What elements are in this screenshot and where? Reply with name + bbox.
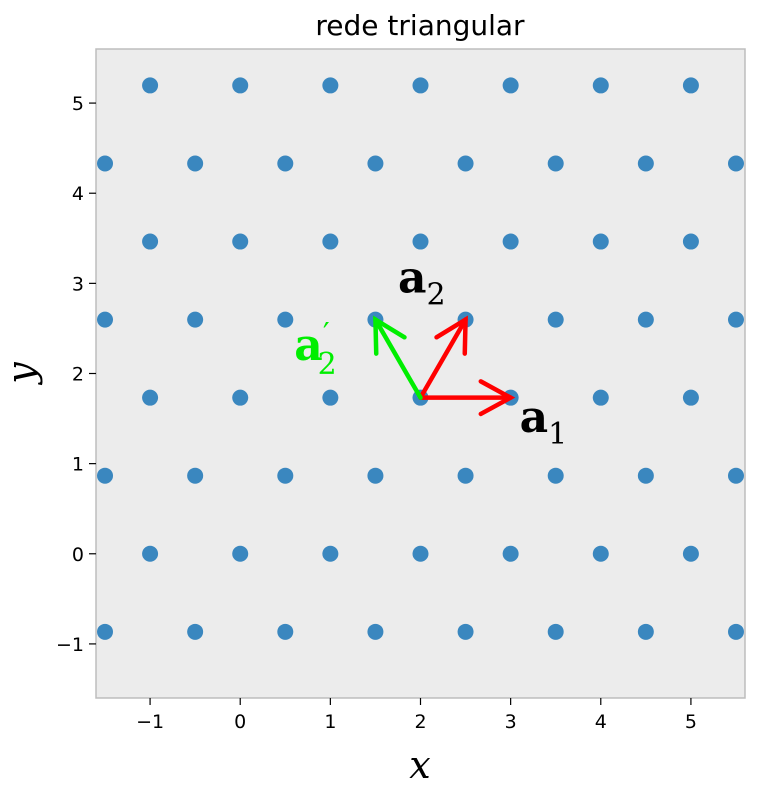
lattice-point-10 [322, 545, 339, 562]
vector-a2-head [434, 315, 468, 356]
lattice-point-45 [97, 155, 114, 172]
vector-label-a2: a2 [398, 252, 446, 312]
lattice-point-12 [502, 545, 519, 562]
x-axis-label: x [409, 743, 430, 787]
lattice-point-18 [367, 467, 384, 484]
lattice-point-41 [412, 233, 429, 250]
lattice-point-31 [187, 311, 204, 328]
y-tick-label: 3 [72, 273, 84, 295]
lattice-point-54 [232, 77, 249, 94]
lattice-point-36 [637, 311, 654, 328]
x-axis-ticks: −1 0 1 2 3 4 5 [136, 698, 697, 733]
lattice-point-2 [277, 623, 294, 640]
x-tick-label: 5 [685, 711, 697, 733]
y-tick-label: 2 [72, 364, 84, 386]
lattice-point-4 [457, 623, 474, 640]
lattice-point-22 [727, 467, 744, 484]
lattice-point-57 [502, 77, 519, 94]
x-tick-label: −1 [136, 711, 164, 733]
plot-area [95, 48, 746, 699]
lattice-point-23 [142, 389, 159, 406]
lattice-point-5 [547, 623, 564, 640]
lattice-point-35 [547, 311, 564, 328]
lattice-point-14 [682, 545, 699, 562]
lattice-point-44 [682, 233, 699, 250]
y-tick-label: 5 [72, 93, 84, 115]
vector-label-a2p: a′ 2 [294, 317, 336, 382]
y-tick-label: 4 [72, 183, 84, 205]
x-tick-label: 0 [234, 711, 246, 733]
lattice-point-59 [682, 77, 699, 94]
lattice-point-24 [232, 389, 249, 406]
lattice-point-21 [637, 467, 654, 484]
lattice-points [97, 77, 744, 640]
lattice-point-28 [592, 389, 609, 406]
x-tick-label: 2 [414, 711, 426, 733]
y-axis-label: y [0, 362, 43, 386]
vector-a1 [418, 379, 516, 417]
lattice-point-9 [232, 545, 249, 562]
lattice-point-17 [277, 467, 294, 484]
x-tick-label: 3 [505, 711, 517, 733]
lattice-point-48 [367, 155, 384, 172]
lattice-point-52 [727, 155, 744, 172]
lattice-point-13 [592, 545, 609, 562]
lattice-point-16 [187, 467, 204, 484]
vector-a2 [418, 315, 468, 400]
vector-labels: a1 a2 a′ 2 [294, 252, 567, 452]
lattice-point-29 [682, 389, 699, 406]
lattice-point-11 [412, 545, 429, 562]
lattice-point-39 [232, 233, 249, 250]
lattice-point-53 [142, 77, 159, 94]
lattice-point-49 [457, 155, 474, 172]
lattice-point-25 [322, 389, 339, 406]
lattice-point-20 [547, 467, 564, 484]
lattice-point-50 [547, 155, 564, 172]
lattice-point-32 [277, 311, 294, 328]
lattice-point-40 [322, 233, 339, 250]
lattice-point-51 [637, 155, 654, 172]
lattice-point-15 [97, 467, 114, 484]
lattice-point-42 [502, 233, 519, 250]
lattice-point-46 [187, 155, 204, 172]
y-axis-ticks: −1 0 1 2 3 4 5 [56, 93, 96, 656]
lattice-point-3 [367, 623, 384, 640]
lattice-point-7 [727, 623, 744, 640]
vector-label-a1: a1 [520, 392, 568, 452]
x-tick-label: 1 [324, 711, 336, 733]
lattice-point-8 [142, 545, 159, 562]
lattice-point-0 [97, 623, 114, 640]
vector-a2p [373, 315, 423, 400]
y-tick-label: 0 [72, 544, 84, 566]
vector-a1-head [478, 379, 516, 417]
lattice-point-47 [277, 155, 294, 172]
lattice-point-56 [412, 77, 429, 94]
chart-title: rede triangular [315, 9, 525, 42]
lattice-point-38 [142, 233, 159, 250]
y-tick-label: 1 [72, 454, 84, 476]
x-tick-label: 4 [595, 711, 607, 733]
lattice-vectors [373, 315, 516, 417]
vector-a2p-head [373, 315, 407, 356]
lattice-point-6 [637, 623, 654, 640]
lattice-point-1 [187, 623, 204, 640]
lattice-point-58 [592, 77, 609, 94]
lattice-point-55 [322, 77, 339, 94]
lattice-point-37 [727, 311, 744, 328]
lattice-point-43 [592, 233, 609, 250]
y-tick-label: −1 [56, 634, 84, 656]
lattice-point-30 [97, 311, 114, 328]
lattice-point-19 [457, 467, 474, 484]
